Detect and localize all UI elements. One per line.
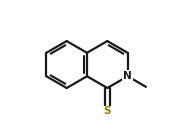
Text: N: N — [123, 71, 132, 81]
Text: S: S — [104, 107, 111, 116]
